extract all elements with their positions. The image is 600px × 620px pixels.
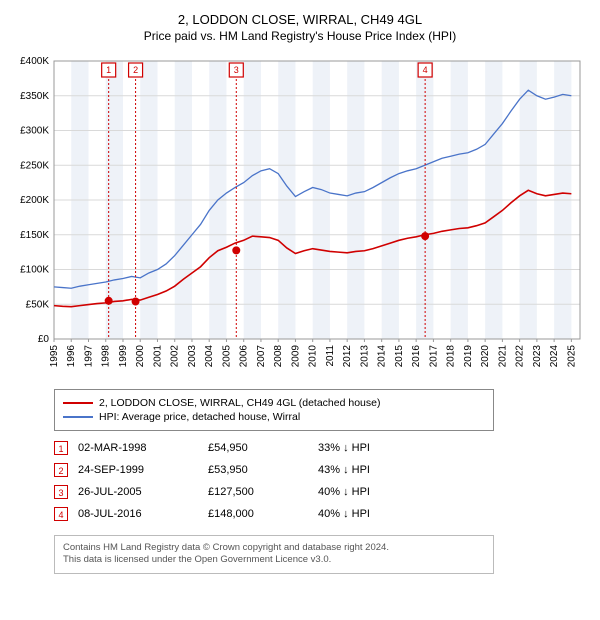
svg-text:2016: 2016 (411, 345, 422, 368)
event-row: 2 24-SEP-1999£53,95043% ↓ HPI (54, 459, 380, 481)
svg-text:£50K: £50K (26, 299, 50, 310)
svg-text:2014: 2014 (377, 345, 388, 368)
chart-subtitle: Price paid vs. HM Land Registry's House … (10, 29, 590, 43)
svg-text:1999: 1999 (118, 345, 129, 368)
svg-text:2019: 2019 (463, 345, 474, 368)
event-date: 08-JUL-2016 (78, 503, 208, 525)
svg-text:2005: 2005 (221, 345, 232, 368)
legend-swatch (63, 416, 93, 418)
event-pct: 33% ↓ HPI (318, 437, 380, 459)
event-row: 1 02-MAR-1998£54,95033% ↓ HPI (54, 437, 380, 459)
legend-item: HPI: Average price, detached house, Wirr… (63, 410, 485, 424)
svg-text:2025: 2025 (566, 345, 577, 368)
svg-text:2022: 2022 (515, 345, 526, 368)
svg-text:£150K: £150K (20, 230, 49, 241)
chart-title: 2, LODDON CLOSE, WIRRAL, CH49 4GL (10, 12, 590, 27)
svg-text:2024: 2024 (549, 345, 560, 368)
svg-text:2: 2 (133, 65, 138, 75)
footer-attribution: Contains HM Land Registry data © Crown c… (54, 535, 494, 574)
svg-text:2006: 2006 (239, 345, 250, 368)
svg-text:2007: 2007 (256, 345, 267, 368)
svg-text:£300K: £300K (20, 126, 49, 137)
event-marker: 1 (54, 441, 68, 455)
svg-text:2000: 2000 (135, 345, 146, 368)
event-row: 3 26-JUL-2005£127,50040% ↓ HPI (54, 481, 380, 503)
legend-item: 2, LODDON CLOSE, WIRRAL, CH49 4GL (detac… (63, 396, 485, 410)
event-pct: 40% ↓ HPI (318, 503, 380, 525)
svg-text:2010: 2010 (308, 345, 319, 368)
svg-text:2009: 2009 (290, 345, 301, 368)
chart-svg: £0 £50K £100K £150K £200K £250K £300K £350K £400… (10, 51, 590, 381)
svg-text:£350K: £350K (20, 91, 49, 102)
svg-text:£200K: £200K (20, 195, 49, 206)
event-marker: 4 (54, 507, 68, 521)
chart-area: £0 £50K £100K £150K £200K £250K £300K £350K £400… (10, 51, 590, 381)
svg-text:2011: 2011 (325, 345, 336, 367)
svg-text:2012: 2012 (342, 345, 353, 368)
svg-text:£100K: £100K (20, 265, 49, 276)
event-marker: 3 (54, 485, 68, 499)
svg-text:2017: 2017 (428, 345, 439, 368)
footer-line: This data is licensed under the Open Gov… (63, 554, 485, 566)
svg-text:2023: 2023 (532, 345, 543, 368)
footer-line: Contains HM Land Registry data © Crown c… (63, 542, 485, 554)
event-price: £127,500 (208, 481, 318, 503)
legend-swatch (63, 402, 93, 404)
svg-text:1995: 1995 (49, 345, 60, 368)
svg-text:2015: 2015 (394, 345, 405, 368)
legend: 2, LODDON CLOSE, WIRRAL, CH49 4GL (detac… (54, 389, 494, 431)
legend-label: 2, LODDON CLOSE, WIRRAL, CH49 4GL (detac… (99, 397, 380, 409)
event-price: £53,950 (208, 459, 318, 481)
svg-text:2004: 2004 (204, 345, 215, 368)
event-date: 24-SEP-1999 (78, 459, 208, 481)
event-date: 26-JUL-2005 (78, 481, 208, 503)
svg-text:£0: £0 (38, 334, 50, 345)
svg-text:2020: 2020 (480, 345, 491, 368)
svg-text:1997: 1997 (83, 345, 94, 368)
event-price: £148,000 (208, 503, 318, 525)
svg-text:1996: 1996 (66, 345, 77, 368)
svg-text:2021: 2021 (497, 345, 508, 368)
svg-text:2002: 2002 (170, 345, 181, 368)
event-marker: 2 (54, 463, 68, 477)
svg-text:2001: 2001 (152, 345, 163, 368)
event-date: 02-MAR-1998 (78, 437, 208, 459)
svg-text:1998: 1998 (101, 345, 112, 368)
events-table: 1 02-MAR-1998£54,95033% ↓ HPI 2 24-SEP-1999… (54, 437, 380, 525)
svg-text:£250K: £250K (20, 160, 49, 171)
svg-text:4: 4 (423, 65, 428, 75)
svg-text:1: 1 (106, 65, 111, 75)
event-pct: 43% ↓ HPI (318, 459, 380, 481)
legend-label: HPI: Average price, detached house, Wirr… (99, 411, 300, 423)
event-price: £54,950 (208, 437, 318, 459)
svg-text:2013: 2013 (359, 345, 370, 368)
svg-text:2018: 2018 (446, 345, 457, 368)
svg-text:3: 3 (234, 65, 239, 75)
event-row: 4 08-JUL-2016£148,00040% ↓ HPI (54, 503, 380, 525)
svg-text:£400K: £400K (20, 56, 49, 67)
svg-text:2003: 2003 (187, 345, 198, 368)
svg-text:2008: 2008 (273, 345, 284, 368)
event-pct: 40% ↓ HPI (318, 481, 380, 503)
